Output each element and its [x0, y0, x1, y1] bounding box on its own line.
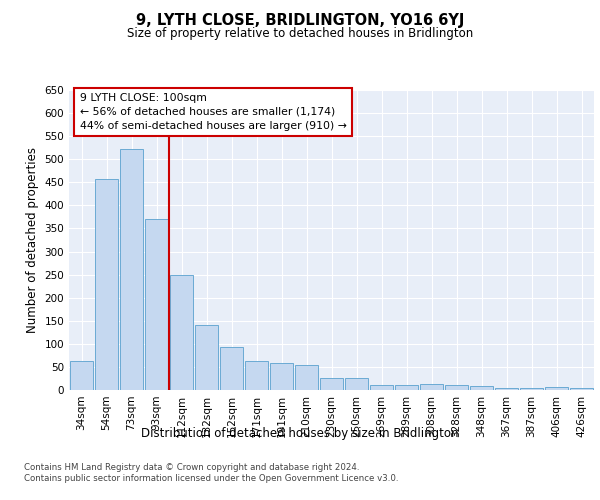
Bar — [569, 388, 593, 390]
Bar — [295, 364, 319, 390]
Bar — [220, 347, 244, 390]
Bar — [494, 388, 518, 390]
Bar — [170, 275, 193, 390]
Y-axis label: Number of detached properties: Number of detached properties — [26, 147, 39, 333]
Bar — [370, 385, 394, 390]
Text: Size of property relative to detached houses in Bridlington: Size of property relative to detached ho… — [127, 28, 473, 40]
Bar — [419, 384, 443, 390]
Text: Contains public sector information licensed under the Open Government Licence v3: Contains public sector information licen… — [24, 474, 398, 483]
Text: Contains HM Land Registry data © Crown copyright and database right 2024.: Contains HM Land Registry data © Crown c… — [24, 462, 359, 471]
Text: Distribution of detached houses by size in Bridlington: Distribution of detached houses by size … — [141, 428, 459, 440]
Bar — [245, 362, 268, 390]
Bar — [269, 363, 293, 390]
Bar — [445, 385, 469, 390]
Text: 9, LYTH CLOSE, BRIDLINGTON, YO16 6YJ: 9, LYTH CLOSE, BRIDLINGTON, YO16 6YJ — [136, 12, 464, 28]
Bar — [520, 388, 544, 390]
Bar — [145, 219, 169, 390]
Bar — [70, 362, 94, 390]
Bar — [95, 179, 118, 390]
Bar — [320, 378, 343, 390]
Bar — [119, 148, 143, 390]
Bar — [395, 385, 418, 390]
Bar — [470, 386, 493, 390]
Bar — [194, 326, 218, 390]
Bar — [344, 378, 368, 390]
Bar — [545, 387, 568, 390]
Text: 9 LYTH CLOSE: 100sqm
← 56% of detached houses are smaller (1,174)
44% of semi-de: 9 LYTH CLOSE: 100sqm ← 56% of detached h… — [79, 93, 346, 131]
